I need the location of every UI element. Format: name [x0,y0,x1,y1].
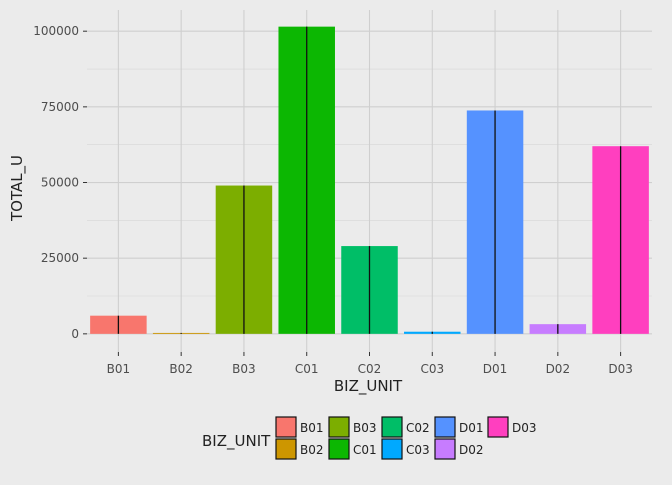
x-tick-label: B01 [107,362,131,376]
x-tick-label: D01 [483,362,508,376]
legend-key-b01 [275,416,297,438]
legend-title: BIZ_UNIT [202,432,271,451]
x-axis-title: BIZ_UNIT [334,377,403,396]
legend-key-d02 [434,438,456,460]
legend-key-b03 [328,416,350,438]
y-tick-label: 0 [71,327,79,341]
legend-label: C02 [406,421,430,435]
x-tick-label: B03 [232,362,256,376]
legend-label: B02 [300,443,324,457]
x-tick-label: C03 [420,362,444,376]
legend-key-d01 [434,416,456,438]
x-tick-label: B02 [169,362,193,376]
y-tick-label: 25000 [41,251,79,265]
y-tick-label: 50000 [41,176,79,190]
legend-key-c02 [381,416,403,438]
x-tick-label: C02 [358,362,382,376]
legend-label: B03 [353,421,377,435]
y-tick-label: 100000 [33,24,79,38]
legend-label: B01 [300,421,324,435]
legend-key-c03 [381,438,403,460]
x-tick-label: C01 [295,362,319,376]
y-tick-label: 75000 [41,100,79,114]
legend-label: D03 [512,421,537,435]
y-axis-title: TOTAL_U [8,155,27,222]
legend-label: C03 [406,443,430,457]
legend-key-d03 [487,416,509,438]
x-tick-label: D02 [546,362,571,376]
legend-key-c01 [328,438,350,460]
legend-key-b02 [275,438,297,460]
legend-label: D02 [459,443,484,457]
x-tick-label: D03 [608,362,633,376]
legend-label: C01 [353,443,377,457]
legend-label: D01 [459,421,484,435]
